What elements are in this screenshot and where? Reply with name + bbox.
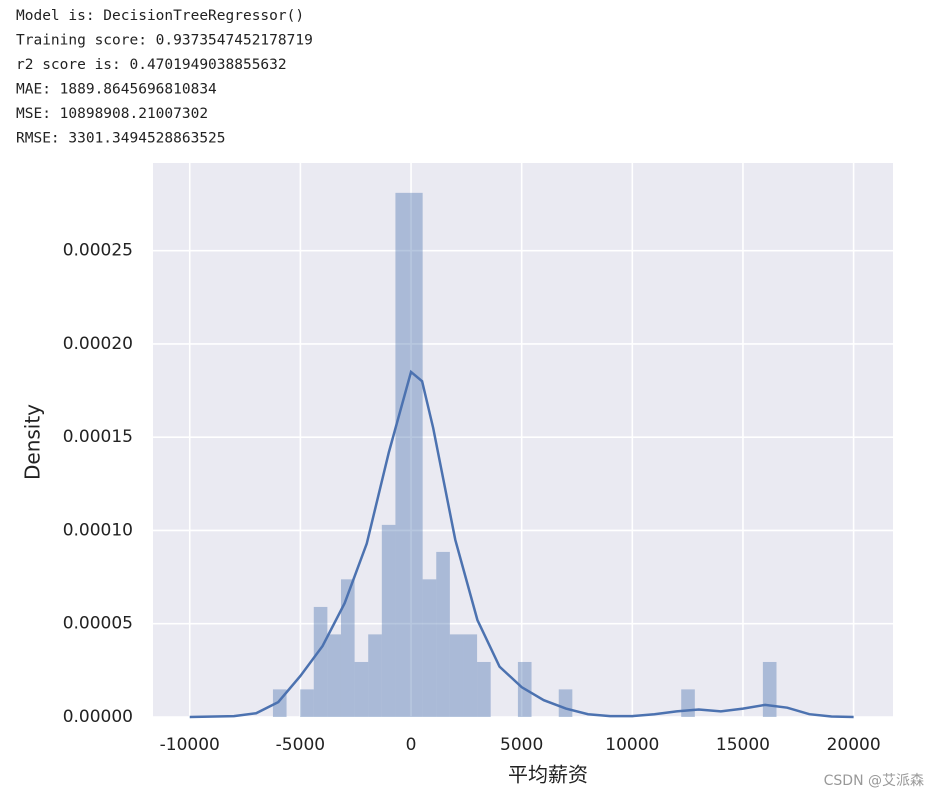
bar xyxy=(463,634,478,717)
y-axis-label: Density xyxy=(21,404,45,480)
y-tick-label: 0.00010 xyxy=(63,520,133,540)
x-tick-label: 15000 xyxy=(716,735,770,755)
bar xyxy=(558,689,573,717)
output-line: Model is: DecisionTreeRegressor() xyxy=(16,8,304,24)
bar xyxy=(327,634,341,717)
y-tick-label: 0.00025 xyxy=(63,241,133,261)
output-line: MAE: 1889.8645696810834 xyxy=(16,82,217,98)
kde-line xyxy=(189,369,854,719)
bar xyxy=(409,192,423,718)
bar xyxy=(477,661,491,717)
x-tick-label: 5000 xyxy=(500,735,543,755)
x-axis-label: 平均薪资 xyxy=(508,763,588,787)
y-tick-label: 0.00000 xyxy=(63,707,133,727)
x-tick-label: 0 xyxy=(406,735,417,755)
bar xyxy=(422,579,437,717)
bar xyxy=(340,579,355,717)
output-line: r2 score is: 0.4701949038855632 xyxy=(16,57,287,73)
y-tick-label: 0.00005 xyxy=(63,614,133,634)
bar xyxy=(354,661,369,717)
plot-area xyxy=(153,163,893,717)
bar xyxy=(368,634,382,717)
x-tick-label: 10000 xyxy=(605,735,659,755)
y-tick-label: 0.00020 xyxy=(63,334,133,354)
bar xyxy=(395,192,410,718)
watermark: CSDN @艾派森 xyxy=(824,773,924,789)
output-line: RMSE: 3301.3494528863525 xyxy=(16,131,226,147)
bar xyxy=(300,689,314,717)
bar xyxy=(762,661,777,717)
output-line: MSE: 10898908.21007302 xyxy=(16,106,208,122)
x-tick-label: 20000 xyxy=(827,735,881,755)
bar xyxy=(449,634,464,717)
bar xyxy=(381,524,396,717)
bar xyxy=(681,689,695,717)
bar xyxy=(313,606,328,717)
x-tick-label: -5000 xyxy=(276,735,325,755)
bar xyxy=(436,551,450,717)
x-tick-label: -10000 xyxy=(160,735,220,755)
output-line: Training score: 0.9373547452178719 xyxy=(16,33,313,49)
y-tick-label: 0.00015 xyxy=(63,427,133,447)
